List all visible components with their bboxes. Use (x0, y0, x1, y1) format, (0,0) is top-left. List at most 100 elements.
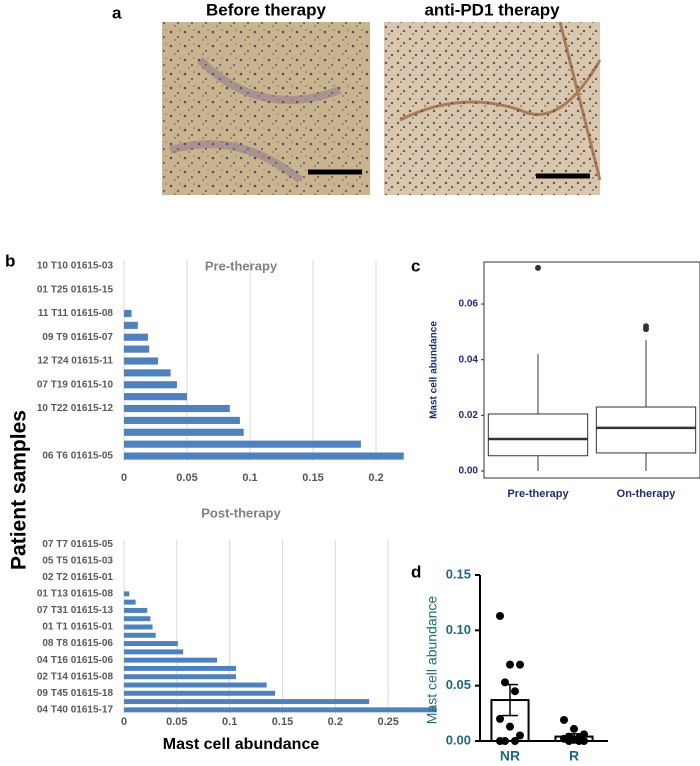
x-tick-label: On-therapy (617, 488, 677, 500)
y-tick-label: 01 T13 01615-08 (37, 588, 114, 599)
y-tick-label: 0.06 (459, 299, 479, 310)
bar (124, 657, 217, 663)
y-tick-label: 10 T22 01615-12 (37, 403, 114, 414)
y-tick-label: 12 T24 01615-11 (37, 356, 113, 367)
bar (124, 641, 178, 647)
y-tick-label: 07 T31 01615-13 (37, 605, 114, 616)
y-tick-label: 08 T8 01615-06 (42, 638, 113, 649)
data-point (516, 660, 524, 669)
bar (124, 321, 138, 329)
panel-label: c (411, 256, 420, 275)
data-point (565, 737, 573, 745)
y-tick-label: 0.05 (446, 677, 471, 692)
y-tick-label: 04 T40 01615-17 (37, 704, 114, 715)
box (595, 406, 697, 454)
bar (124, 707, 437, 713)
micrograph (162, 22, 370, 195)
data-point (511, 737, 519, 745)
bar (124, 416, 240, 424)
x-tick-label: 0 (121, 472, 127, 484)
bar (124, 369, 171, 377)
y-axis-label: Mast cell abundance (424, 596, 440, 725)
y-tick-label: 07 T7 01615-05 (42, 539, 113, 550)
data-point (506, 722, 514, 731)
data-point (506, 660, 514, 669)
y-tick-label: 0.10 (446, 622, 471, 637)
y-tick-label: 06 T6 01615-05 (42, 451, 113, 462)
y-tick-label: 04 T16 01615-06 (37, 655, 114, 666)
bar (124, 607, 148, 613)
data-point (560, 715, 568, 724)
data-point (496, 611, 504, 620)
bar (124, 682, 267, 688)
bar (124, 632, 156, 638)
x-tick-label: 0.25 (377, 716, 398, 728)
y-tick-label: 0.00 (459, 466, 479, 477)
x-tick-label: 0.1 (222, 716, 237, 728)
bar (124, 624, 153, 630)
x-tick-label: 0.1 (242, 472, 257, 484)
x-tick-label: NR (500, 748, 520, 764)
bar (124, 591, 130, 597)
x-tick-label: 0.2 (368, 472, 383, 484)
y-tick-label: 01 T25 01615-15 (37, 284, 114, 295)
y-tick-label: 02 T2 01615-01 (42, 572, 113, 583)
x-tick-label: 0.15 (272, 716, 293, 728)
data-point (501, 678, 509, 687)
x-tick-label: 0.05 (166, 716, 187, 728)
bar (124, 404, 230, 413)
bar (124, 690, 276, 696)
panel-label: a (112, 3, 122, 22)
chart-title: Post-therapy (201, 505, 281, 520)
bar (124, 357, 159, 365)
y-tick-label: 0.00 (446, 732, 471, 747)
y-tick-label: 07 T19 01615-10 (37, 379, 114, 390)
data-point (516, 731, 524, 740)
x-axis-label: Mast cell abundance (163, 736, 320, 753)
bar (124, 599, 136, 605)
bar (124, 674, 237, 680)
panel-label: b (5, 251, 15, 270)
chart-title: Pre-therapy (205, 258, 278, 273)
y-tick-label: 10 T10 01615-03 (37, 261, 114, 272)
x-tick-label: 0 (121, 716, 127, 728)
bar (124, 428, 244, 436)
data-point (570, 724, 578, 733)
x-tick-label: R (569, 748, 579, 764)
y-axis-label: Mast cell abundance (429, 321, 440, 419)
data-point (511, 687, 519, 696)
bar (124, 699, 370, 705)
bar (124, 616, 151, 622)
x-tick-label: 0.2 (328, 716, 343, 728)
data-point (496, 737, 504, 745)
y-tick-label: 05 T5 01615-03 (42, 555, 113, 566)
y-tick-label: 02 T14 01615-08 (37, 671, 114, 682)
bar (124, 309, 132, 318)
x-tick-label: Pre-therapy (507, 488, 569, 500)
data-point (575, 737, 583, 745)
x-tick-label: 0.15 (302, 472, 323, 484)
bar (124, 333, 148, 341)
y-tick-label: 11 T11 01615-08 (38, 308, 114, 319)
plot-frame (483, 261, 700, 479)
y-tick-label: 0.02 (459, 410, 479, 421)
bar (124, 393, 187, 401)
y-axis-label: Patient samples (8, 410, 31, 570)
y-tick-label: 0.15 (446, 566, 471, 581)
x-tick-label: 0.05 (176, 472, 197, 484)
y-tick-label: 0.04 (459, 354, 479, 365)
box (487, 413, 589, 457)
y-tick-label: 09 T45 01615-18 (37, 688, 114, 699)
y-tick-label: 01 T1 01615-01 (42, 622, 113, 633)
data-point (496, 714, 504, 723)
micrograph (384, 21, 602, 195)
image-title: Before therapy (206, 0, 327, 19)
bar (124, 665, 237, 671)
bar (124, 649, 184, 655)
bar (124, 452, 404, 460)
panel-label: d (411, 562, 421, 581)
bar (124, 345, 150, 353)
bar (124, 440, 361, 448)
